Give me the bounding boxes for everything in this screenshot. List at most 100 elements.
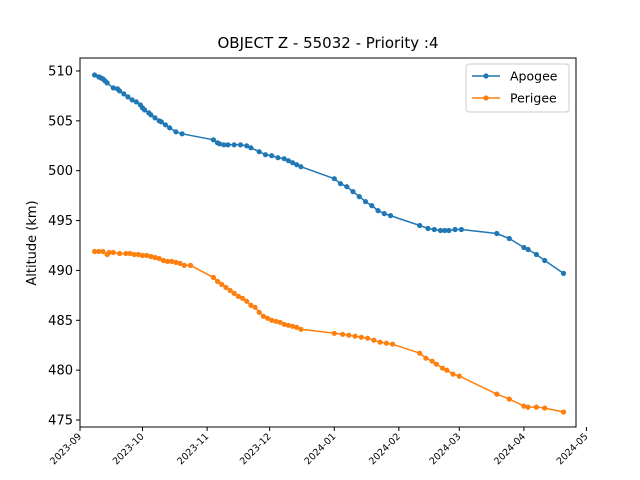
data-point-perigee bbox=[277, 319, 283, 325]
x-tick-label: 2024-03 bbox=[428, 431, 464, 467]
data-point-perigee bbox=[340, 331, 346, 337]
data-point-perigee bbox=[164, 258, 171, 264]
data-point-perigee bbox=[173, 259, 179, 265]
data-point-perigee bbox=[135, 251, 141, 258]
data-point-perigee bbox=[346, 332, 352, 338]
data-point-apogee bbox=[275, 155, 281, 161]
data-point-perigee bbox=[181, 262, 187, 268]
data-point-apogee bbox=[521, 244, 527, 251]
data-point-apogee bbox=[142, 107, 148, 113]
x-tick-label: 2023-11 bbox=[175, 431, 211, 467]
data-point-perigee bbox=[521, 403, 527, 409]
data-point-perigee bbox=[139, 252, 146, 259]
data-point-apogee bbox=[125, 94, 131, 100]
data-point-perigee bbox=[390, 341, 396, 347]
legend-label-perigee: Perigee bbox=[510, 91, 557, 106]
y-axis-ticks: 475 480 485 490 495 500 505 510 bbox=[48, 64, 80, 429]
data-point-perigee bbox=[450, 371, 456, 377]
y-axis-label: Altitude (km) bbox=[25, 200, 40, 285]
data-point-perigee bbox=[352, 333, 358, 339]
data-point-perigee bbox=[231, 290, 237, 296]
data-point-perigee bbox=[144, 252, 150, 259]
y-tick-label: 495 bbox=[48, 214, 73, 229]
data-point-apogee bbox=[110, 85, 116, 91]
data-point-perigee bbox=[281, 321, 287, 327]
data-point-apogee bbox=[248, 145, 254, 151]
data-point-perigee bbox=[331, 330, 337, 336]
data-point-apogee bbox=[560, 270, 567, 276]
y-tick-label: 475 bbox=[48, 414, 73, 429]
data-point-perigee bbox=[256, 309, 262, 315]
data-point-apogee bbox=[431, 226, 437, 233]
data-point-perigee bbox=[219, 281, 225, 287]
data-point-apogee bbox=[225, 142, 231, 148]
data-point-apogee bbox=[387, 213, 394, 219]
data-point-perigee bbox=[417, 350, 423, 356]
data-point-apogee bbox=[152, 115, 158, 121]
data-point-perigee bbox=[423, 355, 429, 361]
data-point-apogee bbox=[294, 162, 300, 168]
data-point-apogee bbox=[117, 88, 123, 94]
data-point-apogee bbox=[381, 211, 387, 217]
data-point-perigee bbox=[560, 409, 567, 415]
y-tick-label: 505 bbox=[48, 114, 73, 129]
data-point-perigee bbox=[358, 334, 364, 340]
data-point-perigee bbox=[285, 322, 291, 328]
data-point-perigee bbox=[123, 250, 129, 257]
data-point-perigee bbox=[248, 302, 254, 308]
series-apogee bbox=[92, 72, 567, 276]
data-point-perigee bbox=[96, 248, 102, 255]
data-point-perigee bbox=[290, 323, 296, 329]
data-point-apogee bbox=[179, 131, 185, 137]
legend-marker-perigee bbox=[483, 95, 489, 101]
data-point-apogee bbox=[269, 153, 275, 159]
x-tick-label: 2024-04 bbox=[492, 431, 528, 467]
data-point-apogee bbox=[285, 158, 291, 164]
data-point-apogee bbox=[369, 203, 375, 209]
data-point-perigee bbox=[533, 404, 540, 410]
series-layer bbox=[92, 72, 567, 415]
data-point-perigee bbox=[260, 313, 266, 319]
data-point-apogee bbox=[525, 246, 531, 253]
data-point-perigee bbox=[156, 255, 162, 262]
data-point-perigee bbox=[456, 373, 462, 379]
data-point-perigee bbox=[106, 249, 112, 256]
data-point-perigee bbox=[273, 318, 279, 324]
data-point-perigee bbox=[187, 262, 194, 268]
data-point-apogee bbox=[375, 208, 381, 214]
data-point-perigee bbox=[269, 317, 275, 323]
data-point-perigee bbox=[227, 287, 233, 293]
data-point-perigee bbox=[177, 260, 183, 266]
data-point-apogee bbox=[442, 227, 448, 234]
data-point-perigee bbox=[210, 274, 216, 280]
data-point-apogee bbox=[425, 225, 431, 232]
chart-title: OBJECT Z - 55032 - Priority :4 bbox=[217, 34, 438, 52]
data-point-apogee bbox=[133, 99, 139, 105]
data-point-apogee bbox=[298, 164, 304, 170]
data-point-perigee bbox=[365, 335, 371, 341]
data-point-apogee bbox=[533, 251, 540, 258]
data-point-perigee bbox=[131, 251, 137, 258]
data-point-perigee bbox=[298, 326, 304, 332]
data-point-apogee bbox=[244, 143, 250, 149]
data-point-perigee bbox=[160, 257, 166, 264]
y-tick-label: 480 bbox=[48, 364, 73, 379]
data-point-perigee bbox=[383, 340, 389, 346]
data-point-perigee bbox=[235, 293, 241, 299]
data-point-apogee bbox=[92, 72, 98, 78]
plot-area bbox=[79, 57, 577, 428]
data-point-perigee bbox=[433, 361, 439, 367]
data-point-apogee bbox=[231, 142, 237, 148]
data-point-apogee bbox=[262, 152, 269, 158]
data-point-perigee bbox=[444, 367, 450, 373]
data-point-apogee bbox=[148, 112, 154, 118]
data-point-perigee bbox=[100, 248, 106, 255]
data-point-apogee bbox=[542, 257, 548, 264]
data-point-perigee bbox=[117, 250, 123, 257]
x-axis-ticks: 2023-09 2023-10 2023-11 2023-12 2024-01 2024-… bbox=[48, 427, 591, 467]
data-point-perigee bbox=[223, 284, 229, 290]
data-point-perigee bbox=[127, 250, 133, 257]
data-point-apogee bbox=[221, 142, 227, 148]
data-point-perigee bbox=[265, 315, 271, 321]
